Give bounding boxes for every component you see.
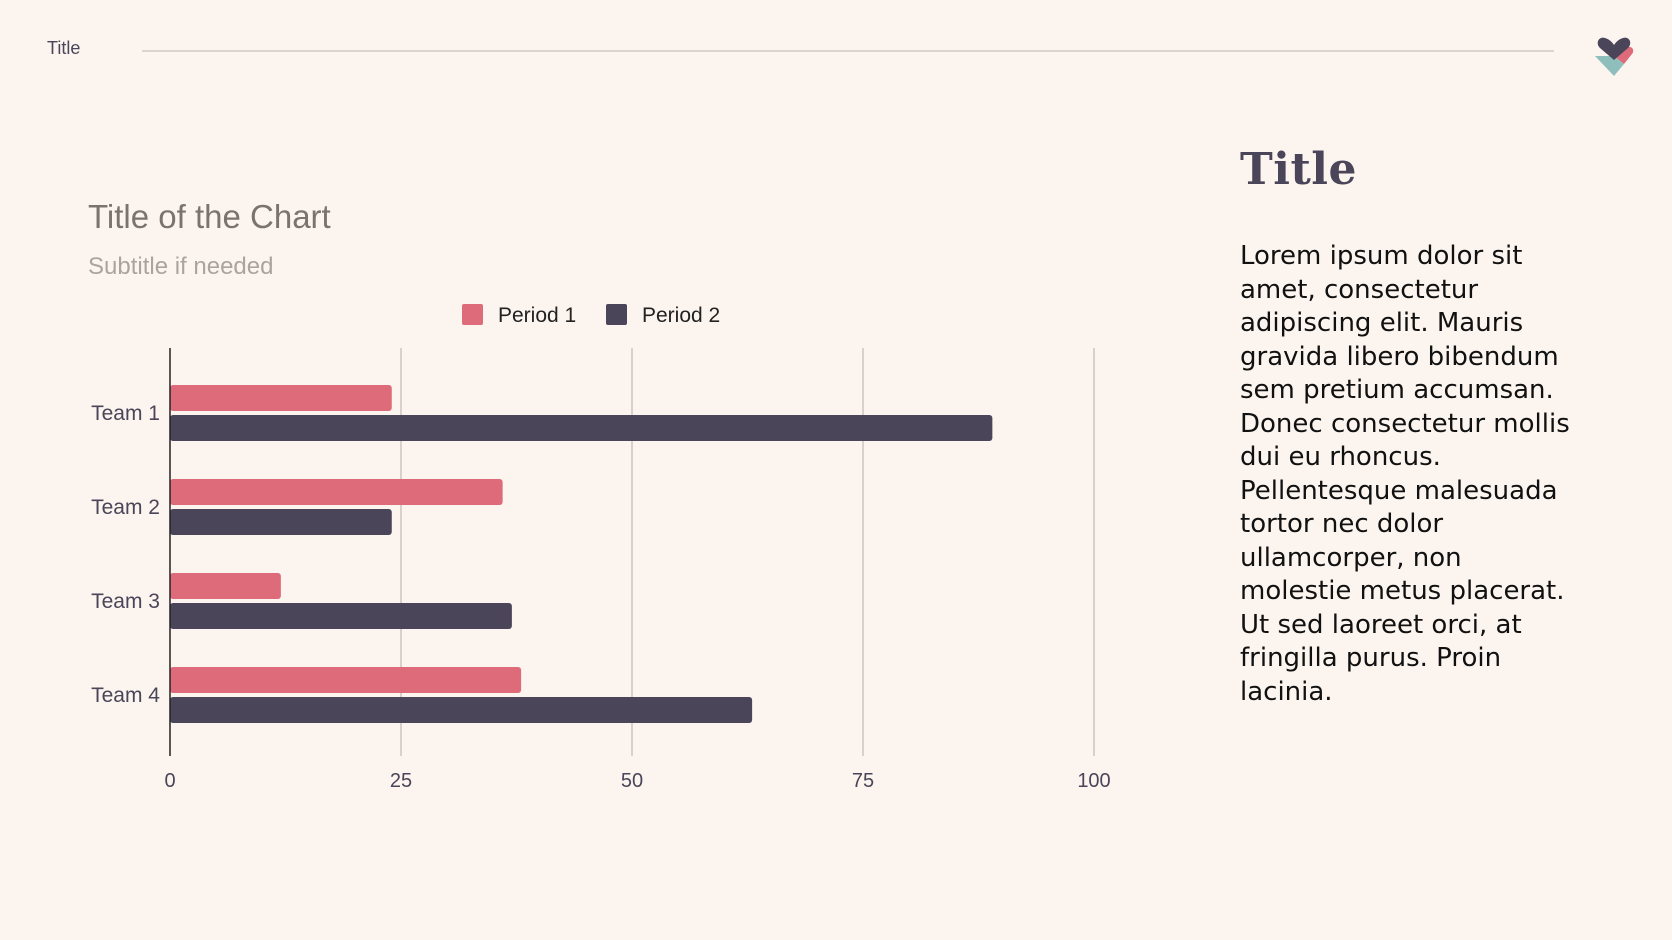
x-tick-label: 75 — [852, 770, 874, 792]
x-tick-label: 0 — [164, 770, 175, 792]
chart-bars — [170, 385, 993, 723]
logo-pink-petal — [1614, 46, 1634, 64]
heart-logo-icon — [1595, 37, 1634, 76]
bar-2-3 — [170, 603, 512, 629]
chart-grid — [400, 348, 1095, 756]
x-axis-labels: 0 25 50 75 100 — [164, 770, 1110, 792]
bar-2-4 — [170, 697, 753, 723]
legend-swatch-1 — [462, 304, 483, 325]
x-tick-label: 25 — [390, 770, 412, 792]
y-tick-label: Team 2 — [91, 496, 160, 519]
bar-2-1 — [170, 415, 993, 441]
x-tick-label: 50 — [621, 770, 643, 792]
chart-title: Title of the Chart — [88, 198, 331, 235]
y-tick-label: Team 3 — [91, 590, 160, 613]
side-panel-title: Title — [1240, 144, 1357, 195]
logo-dark-heart — [1597, 37, 1631, 60]
y-tick-label: Team 1 — [91, 402, 160, 425]
side-panel-body: Lorem ipsum dolor sit amet, consectetur … — [1240, 241, 1570, 707]
header-title: Title — [47, 38, 81, 58]
bar-1-3 — [170, 573, 281, 599]
y-axis-labels: Team 1 Team 2 Team 3 Team 4 — [91, 402, 160, 707]
legend-label-2: Period 2 — [642, 304, 720, 327]
header-divider — [142, 50, 1554, 52]
bar-1-4 — [170, 667, 522, 693]
legend-swatch-2 — [606, 304, 627, 325]
y-tick-label: Team 4 — [91, 684, 160, 707]
bar-2-2 — [170, 509, 392, 535]
chart-subtitle: Subtitle if needed — [88, 253, 273, 280]
logo-teal-petal — [1595, 56, 1624, 76]
bar-1-1 — [170, 385, 392, 411]
bar-1-2 — [170, 479, 503, 505]
legend-label-1: Period 1 — [498, 304, 576, 327]
chart-legend: Period 1 Period 2 — [462, 304, 720, 327]
x-tick-label: 100 — [1077, 770, 1110, 792]
